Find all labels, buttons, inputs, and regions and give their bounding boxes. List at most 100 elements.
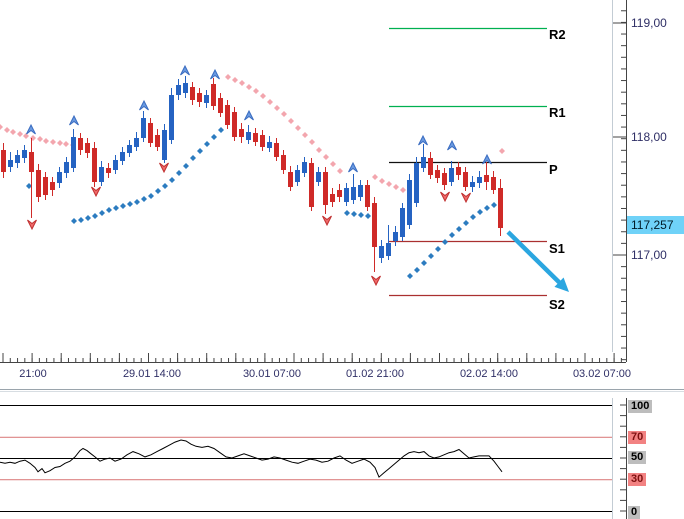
candle-up bbox=[169, 95, 174, 140]
sar-dot bbox=[246, 84, 252, 90]
up-arrow-icon bbox=[139, 99, 149, 111]
sar-dot bbox=[323, 154, 329, 160]
indicator-level-badge-50: 50 bbox=[628, 451, 647, 464]
up-arrow-icon bbox=[180, 64, 190, 76]
candle-down bbox=[218, 98, 223, 113]
sar-dot bbox=[379, 178, 385, 184]
indicator-level-badge-100: 100 bbox=[628, 400, 653, 413]
pivot-label-p: P bbox=[549, 162, 558, 177]
down-arrow-icon bbox=[27, 219, 37, 231]
candle-down bbox=[442, 173, 447, 185]
sar-dot bbox=[43, 138, 49, 144]
candle-up bbox=[344, 188, 349, 202]
candle-up bbox=[15, 155, 20, 163]
sar-dot bbox=[407, 273, 413, 279]
time-axis bbox=[0, 353, 626, 363]
sar-dot bbox=[337, 168, 343, 174]
sar-dot bbox=[309, 139, 315, 145]
sar-dot bbox=[253, 88, 259, 94]
sar-dot bbox=[393, 184, 399, 190]
sar-dot bbox=[183, 163, 189, 169]
sar-dot bbox=[274, 105, 280, 111]
candle-up bbox=[162, 130, 167, 160]
sar-dot bbox=[85, 215, 91, 221]
candle-down bbox=[365, 185, 370, 207]
trend-arrow bbox=[506, 230, 569, 292]
sar-dot bbox=[92, 213, 98, 219]
sar-dot bbox=[176, 170, 182, 176]
time-axis-label-5: 02.02 14:00 bbox=[459, 368, 519, 380]
candle-up bbox=[141, 118, 146, 138]
sar-dot bbox=[225, 74, 231, 80]
sar-dot bbox=[232, 77, 238, 83]
sar-dot bbox=[23, 133, 29, 139]
sar-dot bbox=[491, 202, 497, 208]
oscillator-panel bbox=[0, 398, 627, 519]
sar-dot bbox=[50, 139, 56, 145]
sar-dot bbox=[288, 118, 294, 124]
candle-down bbox=[456, 167, 461, 175]
candle-up bbox=[470, 182, 475, 187]
candle-up bbox=[99, 167, 104, 182]
candle-down bbox=[43, 177, 48, 195]
down-arrow-icon bbox=[91, 186, 101, 198]
candle-down bbox=[323, 172, 328, 205]
sar-dot bbox=[365, 213, 371, 219]
candle-down bbox=[211, 84, 216, 106]
pivot-label-r2: R2 bbox=[549, 27, 566, 42]
down-arrow-icon bbox=[461, 192, 471, 204]
sar-dot bbox=[239, 80, 245, 86]
up-arrow-icon bbox=[418, 134, 428, 146]
candle-down bbox=[281, 155, 286, 170]
sar-dot bbox=[169, 177, 175, 183]
sar-dot bbox=[99, 210, 105, 216]
up-arrow-icon bbox=[447, 139, 457, 151]
sar-dot bbox=[218, 127, 224, 133]
candle-up bbox=[351, 187, 356, 200]
sar-dot bbox=[372, 174, 378, 180]
sar-dot bbox=[71, 218, 77, 224]
candle-up bbox=[134, 138, 139, 147]
down-arrow-icon bbox=[322, 215, 332, 227]
candle-down bbox=[190, 87, 195, 100]
candle-up bbox=[22, 150, 27, 158]
sar-dot bbox=[30, 135, 36, 141]
candle-down bbox=[106, 168, 111, 173]
up-arrow-icon bbox=[210, 68, 220, 80]
sar-dot bbox=[10, 129, 16, 135]
sar-dot bbox=[37, 136, 43, 142]
candle-up bbox=[183, 83, 188, 93]
sar-dot bbox=[155, 188, 161, 194]
sar-dot bbox=[456, 226, 462, 232]
sar-dot bbox=[57, 140, 63, 146]
sar-dot bbox=[281, 111, 287, 117]
sar-dot bbox=[302, 132, 308, 138]
candle-down bbox=[50, 182, 55, 190]
candle-up bbox=[127, 145, 132, 153]
candle-down bbox=[498, 188, 503, 228]
sar-dot bbox=[190, 155, 196, 161]
sar-dot bbox=[26, 183, 32, 189]
candle-up bbox=[358, 185, 363, 197]
candle-up bbox=[267, 142, 272, 148]
candle-down bbox=[372, 203, 377, 247]
time-axis-label-6: 03.02 07:00 bbox=[572, 368, 632, 380]
sar-dot bbox=[204, 141, 210, 147]
price-axis-label-117: 117,00 bbox=[631, 248, 667, 262]
sar-dot bbox=[414, 267, 420, 273]
candle-down bbox=[155, 135, 160, 147]
pivot-label-r1: R1 bbox=[549, 105, 566, 120]
sar-dot bbox=[0, 124, 3, 130]
sar-dot bbox=[435, 246, 441, 252]
candle-down bbox=[463, 172, 468, 187]
sar-dot bbox=[17, 131, 23, 137]
signal-arrows bbox=[26, 64, 492, 287]
sar-dot bbox=[141, 196, 147, 202]
sar-dot bbox=[351, 211, 357, 217]
sar-dot bbox=[148, 193, 154, 199]
candle-down bbox=[253, 133, 258, 142]
pivot-label-s1: S1 bbox=[549, 241, 565, 256]
indicator-level-badge-70: 70 bbox=[628, 431, 647, 444]
